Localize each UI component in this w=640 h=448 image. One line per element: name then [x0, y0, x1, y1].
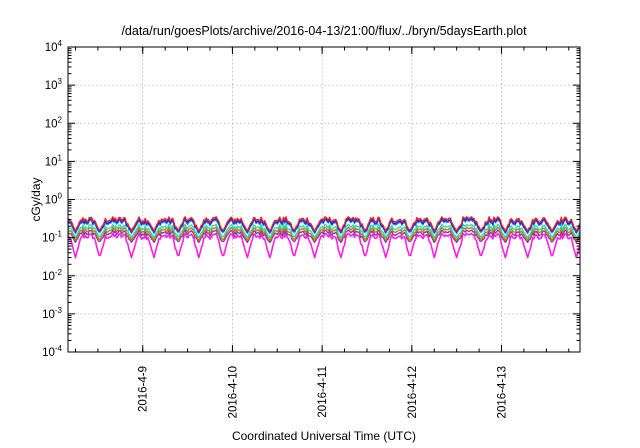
series-line-5	[67, 226, 581, 241]
series-line-4	[67, 223, 581, 239]
y-tick-label: 10-3	[42, 306, 62, 321]
series-line-6	[67, 229, 581, 244]
series-line-7	[67, 232, 581, 259]
y-axis-label: cGy/day	[29, 177, 43, 221]
x-tick-label: 2016-4-10	[227, 366, 239, 418]
y-tick-label: 10-1	[42, 230, 62, 245]
x-tick-label: 2016-4-13	[497, 366, 509, 418]
x-axis: 2016-4-9 2016-4-10 2016-4-11 2016-4-12 2016-…	[74, 47, 570, 418]
grid-lines	[68, 47, 580, 352]
x-tick-label: 2016-4-11	[317, 366, 329, 418]
x-tick-label: 2016-4-9	[138, 366, 150, 412]
plot-frame	[67, 46, 581, 353]
chart-title: /data/run/goesPlots/archive/2016-04-13/2…	[121, 24, 527, 38]
y-tick-label: 101	[45, 153, 63, 168]
series-group	[67, 216, 581, 259]
y-tick-label: 100	[45, 192, 63, 207]
y-axis: 10-4 10-3 10-2 10-1 100 101 102 103 104	[42, 39, 580, 359]
x-tick-label: 2016-4-12	[407, 366, 419, 418]
y-tick-label: 10-2	[42, 268, 62, 283]
y-tick-label: 104	[45, 39, 63, 54]
x-axis-label: Coordinated Universal Time (UTC)	[232, 429, 416, 443]
y-tick-label: 103	[45, 77, 63, 92]
y-tick-label: 10-4	[42, 344, 62, 359]
series-line-1	[67, 216, 581, 232]
y-tick-label: 102	[45, 115, 63, 130]
